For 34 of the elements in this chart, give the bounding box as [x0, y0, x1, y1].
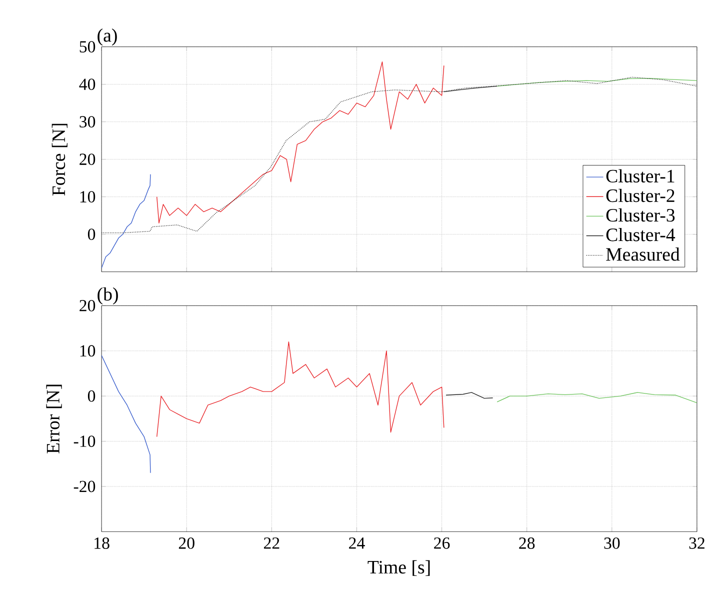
y-tick-label: 30 — [80, 116, 96, 128]
x-tick-label: 26 — [434, 537, 450, 549]
y-tick-label: 0 — [88, 228, 96, 240]
legend-label: Measured — [606, 247, 680, 261]
x-tick-label: 24 — [349, 537, 365, 548]
legend-label: Cluster-4 — [606, 228, 676, 242]
y-tick-label: 50 — [80, 40, 96, 52]
line-series — [156, 61, 444, 224]
legend-label: Cluster-1 — [606, 169, 674, 182]
x-tick-label: 28 — [519, 537, 535, 549]
y-tick-label: -20 — [74, 480, 96, 492]
y-tick-label: -10 — [74, 435, 96, 447]
y-tick-label: 0 — [88, 390, 96, 402]
y-tick-label: 20 — [80, 300, 96, 312]
x-tick-label: 30 — [604, 537, 620, 549]
x-tick-label: 18 — [94, 537, 110, 549]
text: (a) — [98, 28, 117, 46]
x-tick-label: 32 — [689, 537, 704, 549]
y-tick-label: 40 — [79, 78, 96, 90]
x-tick-label: 20 — [178, 537, 194, 549]
y-tick-label: 20 — [80, 153, 96, 165]
line-series — [102, 174, 151, 268]
x-tick-label: 22 — [264, 537, 280, 548]
text: (b) — [98, 287, 118, 304]
y-axis-title: Error [N] — [46, 384, 62, 454]
line-series — [156, 341, 444, 437]
y-axis-title: Force [N] — [52, 124, 68, 196]
legend-label: Cluster-3 — [606, 208, 675, 222]
legend-label: Cluster-2 — [606, 188, 674, 202]
x-axis-title: Time [s] — [368, 560, 430, 576]
y-tick-label: 10 — [80, 344, 96, 356]
line-series — [496, 392, 697, 404]
line-series — [496, 78, 697, 86]
y-tick-label: 10 — [80, 190, 96, 202]
